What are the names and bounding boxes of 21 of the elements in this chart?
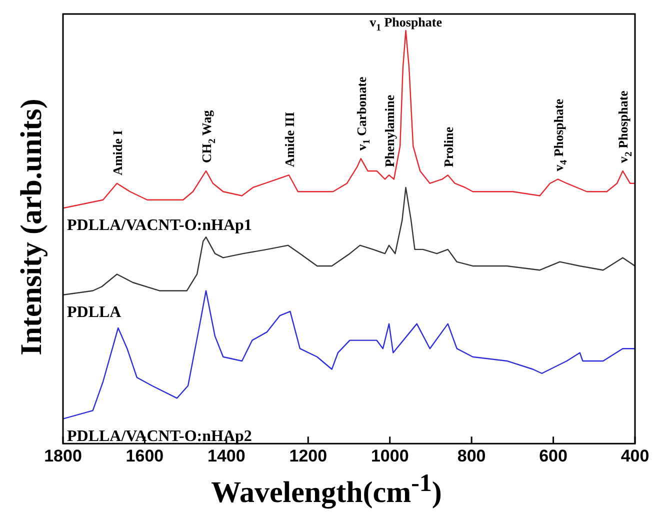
y-axis-title: Intensity (arb.units) (15, 98, 49, 358)
series-label: PDLLA/VACNT-O:nHAp1 (67, 217, 252, 234)
x-tick-label: 800 (457, 446, 486, 466)
annotation: Proline (440, 126, 456, 168)
x-tick-label: 400 (620, 446, 650, 466)
series-label: PDLLA (67, 304, 122, 321)
annotation: Amide III (282, 112, 297, 168)
x-axis-title: Wavelength(cm$^{-1}$) (210, 470, 443, 510)
x-tick-label: 1600 (126, 446, 164, 466)
annotation: Amide I (110, 130, 125, 176)
annotation: CH2 Wag (199, 110, 218, 163)
x-tick-label: 1800 (44, 446, 82, 466)
annotation: Phenylamine (382, 94, 398, 168)
x-tick-label: 1400 (208, 446, 246, 466)
annotation: v4 Phosphate (550, 98, 570, 172)
series-label: PDLLA/VACNT-O:nHAp2 (67, 428, 252, 445)
x-tick-label: 1000 (370, 446, 409, 466)
annotation: v1 Carbonate (354, 76, 373, 151)
x-tick-label: 600 (539, 446, 568, 466)
x-tick-label: 1200 (289, 446, 328, 466)
annotation: v2 Phosphate (616, 90, 635, 163)
